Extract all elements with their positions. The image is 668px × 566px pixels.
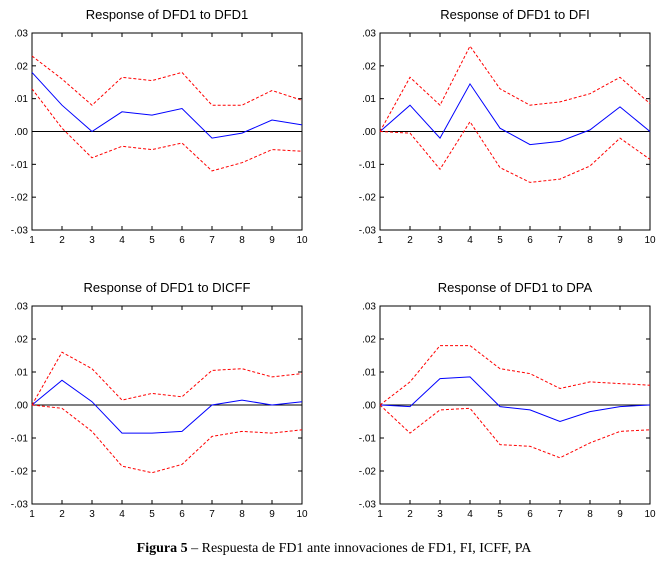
chart-panel-1: Response of DFD1 to DFD1 .03 .02 .01 .00 -.01…: [11, 7, 308, 246]
x-tick-label: 1: [377, 235, 383, 246]
x-tick-label: 5: [149, 509, 155, 520]
x-tick-label: 9: [269, 509, 275, 520]
x-tick-label: 2: [407, 509, 413, 520]
x-tick-label: 6: [179, 509, 185, 520]
x-tick-label: 9: [617, 235, 623, 246]
response-line: [379, 82, 651, 146]
x-tick-label: 9: [617, 509, 623, 520]
x-tick-label: 5: [497, 235, 503, 246]
y-tick-label: -.02: [359, 467, 377, 478]
response-line: [31, 379, 303, 434]
y-tick-label: .03: [362, 302, 376, 313]
chart-title: Response of DFD1 to DICFF: [84, 280, 251, 295]
x-tick-label: 3: [89, 509, 95, 520]
y-tick-label: -.03: [359, 226, 377, 237]
x-tick-label: 5: [497, 509, 503, 520]
lower-band-line: [31, 88, 303, 172]
x-tick-label: 8: [587, 235, 593, 246]
y-tick-label: -.01: [11, 160, 29, 171]
caption-separator: –: [187, 541, 202, 556]
y-tick-label: .01: [362, 94, 376, 105]
x-tick-label: 10: [644, 509, 656, 520]
x-tick-label: 7: [209, 509, 215, 520]
y-tick-label: -.02: [359, 193, 377, 204]
caption-label: Figura 5: [136, 541, 188, 556]
y-tick-label: .01: [14, 94, 28, 105]
upper-band-line: [379, 45, 651, 132]
y-tick-label: .00: [14, 127, 28, 138]
y-tick-label: -.01: [359, 434, 377, 445]
x-tick-label: 6: [527, 509, 533, 520]
x-tick-label: 3: [437, 235, 443, 246]
x-tick-label: 8: [239, 235, 245, 246]
x-tick-label: 2: [59, 509, 65, 520]
y-tick-label: .01: [14, 368, 28, 379]
lower-band-line: [379, 120, 651, 183]
upper-band-line: [379, 345, 651, 406]
x-tick-label: 4: [467, 235, 473, 246]
y-tick-label: .00: [362, 401, 376, 412]
chart-panel-2: Response of DFD1 to DFI .03 .02 .01 .00 -.01 -…: [359, 7, 656, 246]
x-tick-label: 8: [239, 509, 245, 520]
x-tick-label: 7: [557, 509, 563, 520]
y-tick-label: .00: [362, 127, 376, 138]
y-tick-label: -.03: [11, 226, 29, 237]
y-tick-label: .03: [14, 29, 28, 40]
y-tick-label: .02: [362, 61, 376, 72]
x-tick-label: 2: [407, 235, 413, 246]
figure-caption: Figura 5 – Respuesta de FD1 ante innovac…: [0, 541, 668, 557]
x-tick-label: 1: [377, 509, 383, 520]
x-tick-label: 1: [29, 235, 35, 246]
y-tick-label: .02: [14, 61, 28, 72]
x-tick-label: 1: [29, 509, 35, 520]
y-tick-label: -.01: [11, 434, 29, 445]
y-tick-label: -.02: [11, 193, 29, 204]
response-line: [31, 72, 303, 139]
chart-panel-4: Response of DFD1 to DPA .03 .02 .01 .00 -.01 -…: [359, 280, 656, 520]
upper-band-line: [31, 55, 303, 106]
x-tick-label: 2: [59, 235, 65, 246]
x-tick-label: 10: [296, 509, 308, 520]
x-tick-label: 6: [179, 235, 185, 246]
x-tick-label: 3: [437, 509, 443, 520]
y-tick-label: -.03: [359, 500, 377, 511]
upper-band-line: [31, 351, 303, 406]
x-tick-label: 6: [527, 235, 533, 246]
caption-text: Respuesta de FD1 ante innovaciones de FD…: [201, 541, 532, 556]
y-tick-label: .02: [14, 335, 28, 346]
x-tick-label: 8: [587, 509, 593, 520]
x-tick-label: 4: [119, 509, 125, 520]
chart-title: Response of DFD1 to DFD1: [86, 7, 249, 22]
x-tick-label: 10: [296, 235, 308, 246]
x-tick-label: 3: [89, 235, 95, 246]
chart-title: Response of DFD1 to DFI: [440, 7, 590, 22]
y-tick-label: .00: [14, 401, 28, 412]
chart-title: Response of DFD1 to DPA: [438, 280, 593, 295]
x-tick-label: 7: [209, 235, 215, 246]
y-tick-label: .03: [14, 302, 28, 313]
y-tick-label: -.01: [359, 160, 377, 171]
x-tick-label: 7: [557, 235, 563, 246]
chart-panel-3: Response of DFD1 to DICFF .03 .02 .01 .00 -.0…: [11, 280, 308, 520]
x-tick-label: 4: [467, 509, 473, 520]
y-tick-label: .01: [362, 368, 376, 379]
y-tick-label: .02: [362, 335, 376, 346]
x-tick-label: 10: [644, 235, 656, 246]
y-tick-label: .03: [362, 29, 376, 40]
lower-band-line: [379, 404, 651, 459]
lower-band-line: [31, 404, 303, 474]
y-tick-label: -.03: [11, 500, 29, 511]
x-tick-label: 5: [149, 235, 155, 246]
y-tick-label: -.02: [11, 467, 29, 478]
x-tick-label: 9: [269, 235, 275, 246]
x-tick-label: 4: [119, 235, 125, 246]
response-line: [379, 376, 651, 423]
